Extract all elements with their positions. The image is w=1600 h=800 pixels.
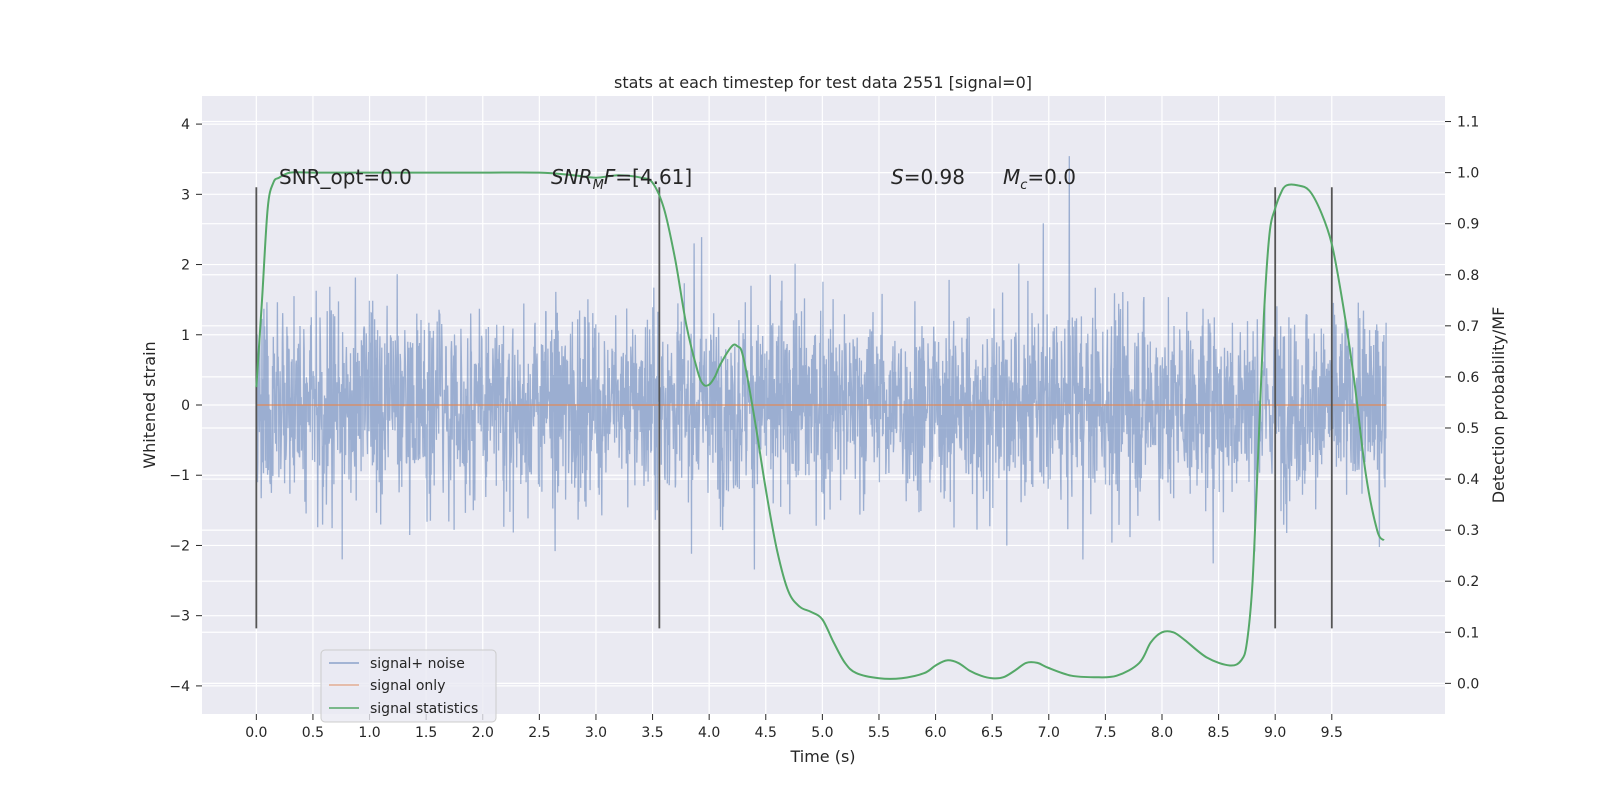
x-tick-label: 6.0	[924, 725, 946, 741]
x-tick-label: 4.5	[755, 725, 777, 741]
x-tick-label: 1.5	[415, 725, 437, 741]
x-tick-label: 2.5	[528, 725, 550, 741]
x-tick-label: 8.5	[1207, 725, 1229, 741]
noise-trace	[255, 156, 1387, 570]
y2-tick-label: 0.8	[1457, 268, 1479, 284]
legend-entry-signal: signal only	[329, 678, 445, 694]
y-tick-label: −2	[169, 538, 190, 554]
y-tick-label: 4	[181, 117, 190, 133]
x-tick-label: 7.0	[1038, 725, 1060, 741]
x-tick-label: 6.5	[981, 725, 1003, 741]
y-tick-label: 2	[181, 258, 190, 274]
y-tick-label: −1	[169, 468, 190, 484]
legend-entry-noise: signal+ noise	[329, 656, 465, 672]
y2-tick-label: 1.1	[1457, 115, 1479, 131]
x-tick-label: 0.0	[245, 725, 267, 741]
x-tick-label: 1.0	[358, 725, 380, 741]
y2-tick-label: 0.4	[1457, 472, 1479, 488]
x-tick-label: 8.0	[1151, 725, 1173, 741]
y-tick-label: 0	[181, 398, 190, 414]
y-axis-ticks: −4 −3 −2 −1 0 1 2 3 4	[169, 117, 202, 695]
y2-tick-label: 0.2	[1457, 574, 1479, 590]
annotation-mc: Mc=0.0	[1003, 165, 1076, 193]
y2-tick-label: 0.9	[1457, 217, 1479, 233]
chart-title: stats at each timestep for test data 255…	[614, 73, 1032, 92]
y2-tick-label: 0.0	[1457, 676, 1479, 692]
y2-axis-label: Detection probability/MF	[1489, 307, 1508, 504]
x-tick-label: 3.0	[585, 725, 607, 741]
x-tick-label: 4.0	[698, 725, 720, 741]
x-tick-label: 7.5	[1094, 725, 1116, 741]
x-tick-label: 3.5	[641, 725, 663, 741]
legend-entry-statistic: signal statistics	[329, 701, 478, 717]
y-tick-label: 1	[181, 328, 190, 344]
x-tick-label: 0.5	[302, 725, 324, 741]
x-axis-label: Time (s)	[789, 747, 855, 766]
y2-axis-ticks: 0.0 0.1 0.2 0.3 0.4 0.5 0.6 0.7 0.8 0.9 1.0 1.1	[1445, 115, 1479, 692]
y-axis-label: Whitened strain	[140, 341, 159, 468]
legend: signal+ noise signal only signal statist…	[320, 649, 497, 723]
noise-series	[255, 156, 1387, 570]
annotation-snr-opt: SNR_opt=0.0	[279, 165, 412, 189]
y2-tick-label: 0.3	[1457, 523, 1479, 539]
y-tick-label: −4	[169, 679, 190, 695]
x-tick-label: 9.5	[1321, 725, 1343, 741]
annotation-snr-mf: SNRMF=[4.61]	[551, 165, 692, 193]
x-tick-label: 9.0	[1264, 725, 1286, 741]
y2-tick-label: 0.7	[1457, 319, 1479, 335]
legend-label-statistic: signal statistics	[370, 701, 478, 717]
x-tick-label: 5.5	[868, 725, 890, 741]
legend-label-noise: signal+ noise	[370, 656, 465, 672]
legend-label-signal: signal only	[370, 678, 445, 694]
y-tick-label: 3	[181, 187, 190, 203]
statistic-series	[255, 171, 1385, 680]
annotation-s: S=0.98	[891, 165, 965, 189]
y2-tick-label: 0.5	[1457, 421, 1479, 437]
y2-tick-label: 0.6	[1457, 370, 1479, 386]
y2-tick-label: 0.1	[1457, 625, 1479, 641]
y2-tick-label: 1.0	[1457, 166, 1479, 182]
x-axis-ticks: 0.0 0.5 1.0 1.5 2.0 2.5 3.0 3.5 4.0 4.5 5.0 5.5 6.0 6…	[245, 714, 1343, 741]
statistic-curve	[255, 171, 1385, 680]
legend-box	[320, 649, 497, 723]
x-tick-label: 5.0	[811, 725, 833, 741]
vertical-markers	[255, 187, 1333, 629]
annotations: SNR_opt=0.0 SNRMF=[4.61] S=0.98 Mc=0.0	[279, 165, 1076, 193]
y-tick-label: −3	[169, 609, 190, 625]
x-tick-label: 2.0	[472, 725, 494, 741]
